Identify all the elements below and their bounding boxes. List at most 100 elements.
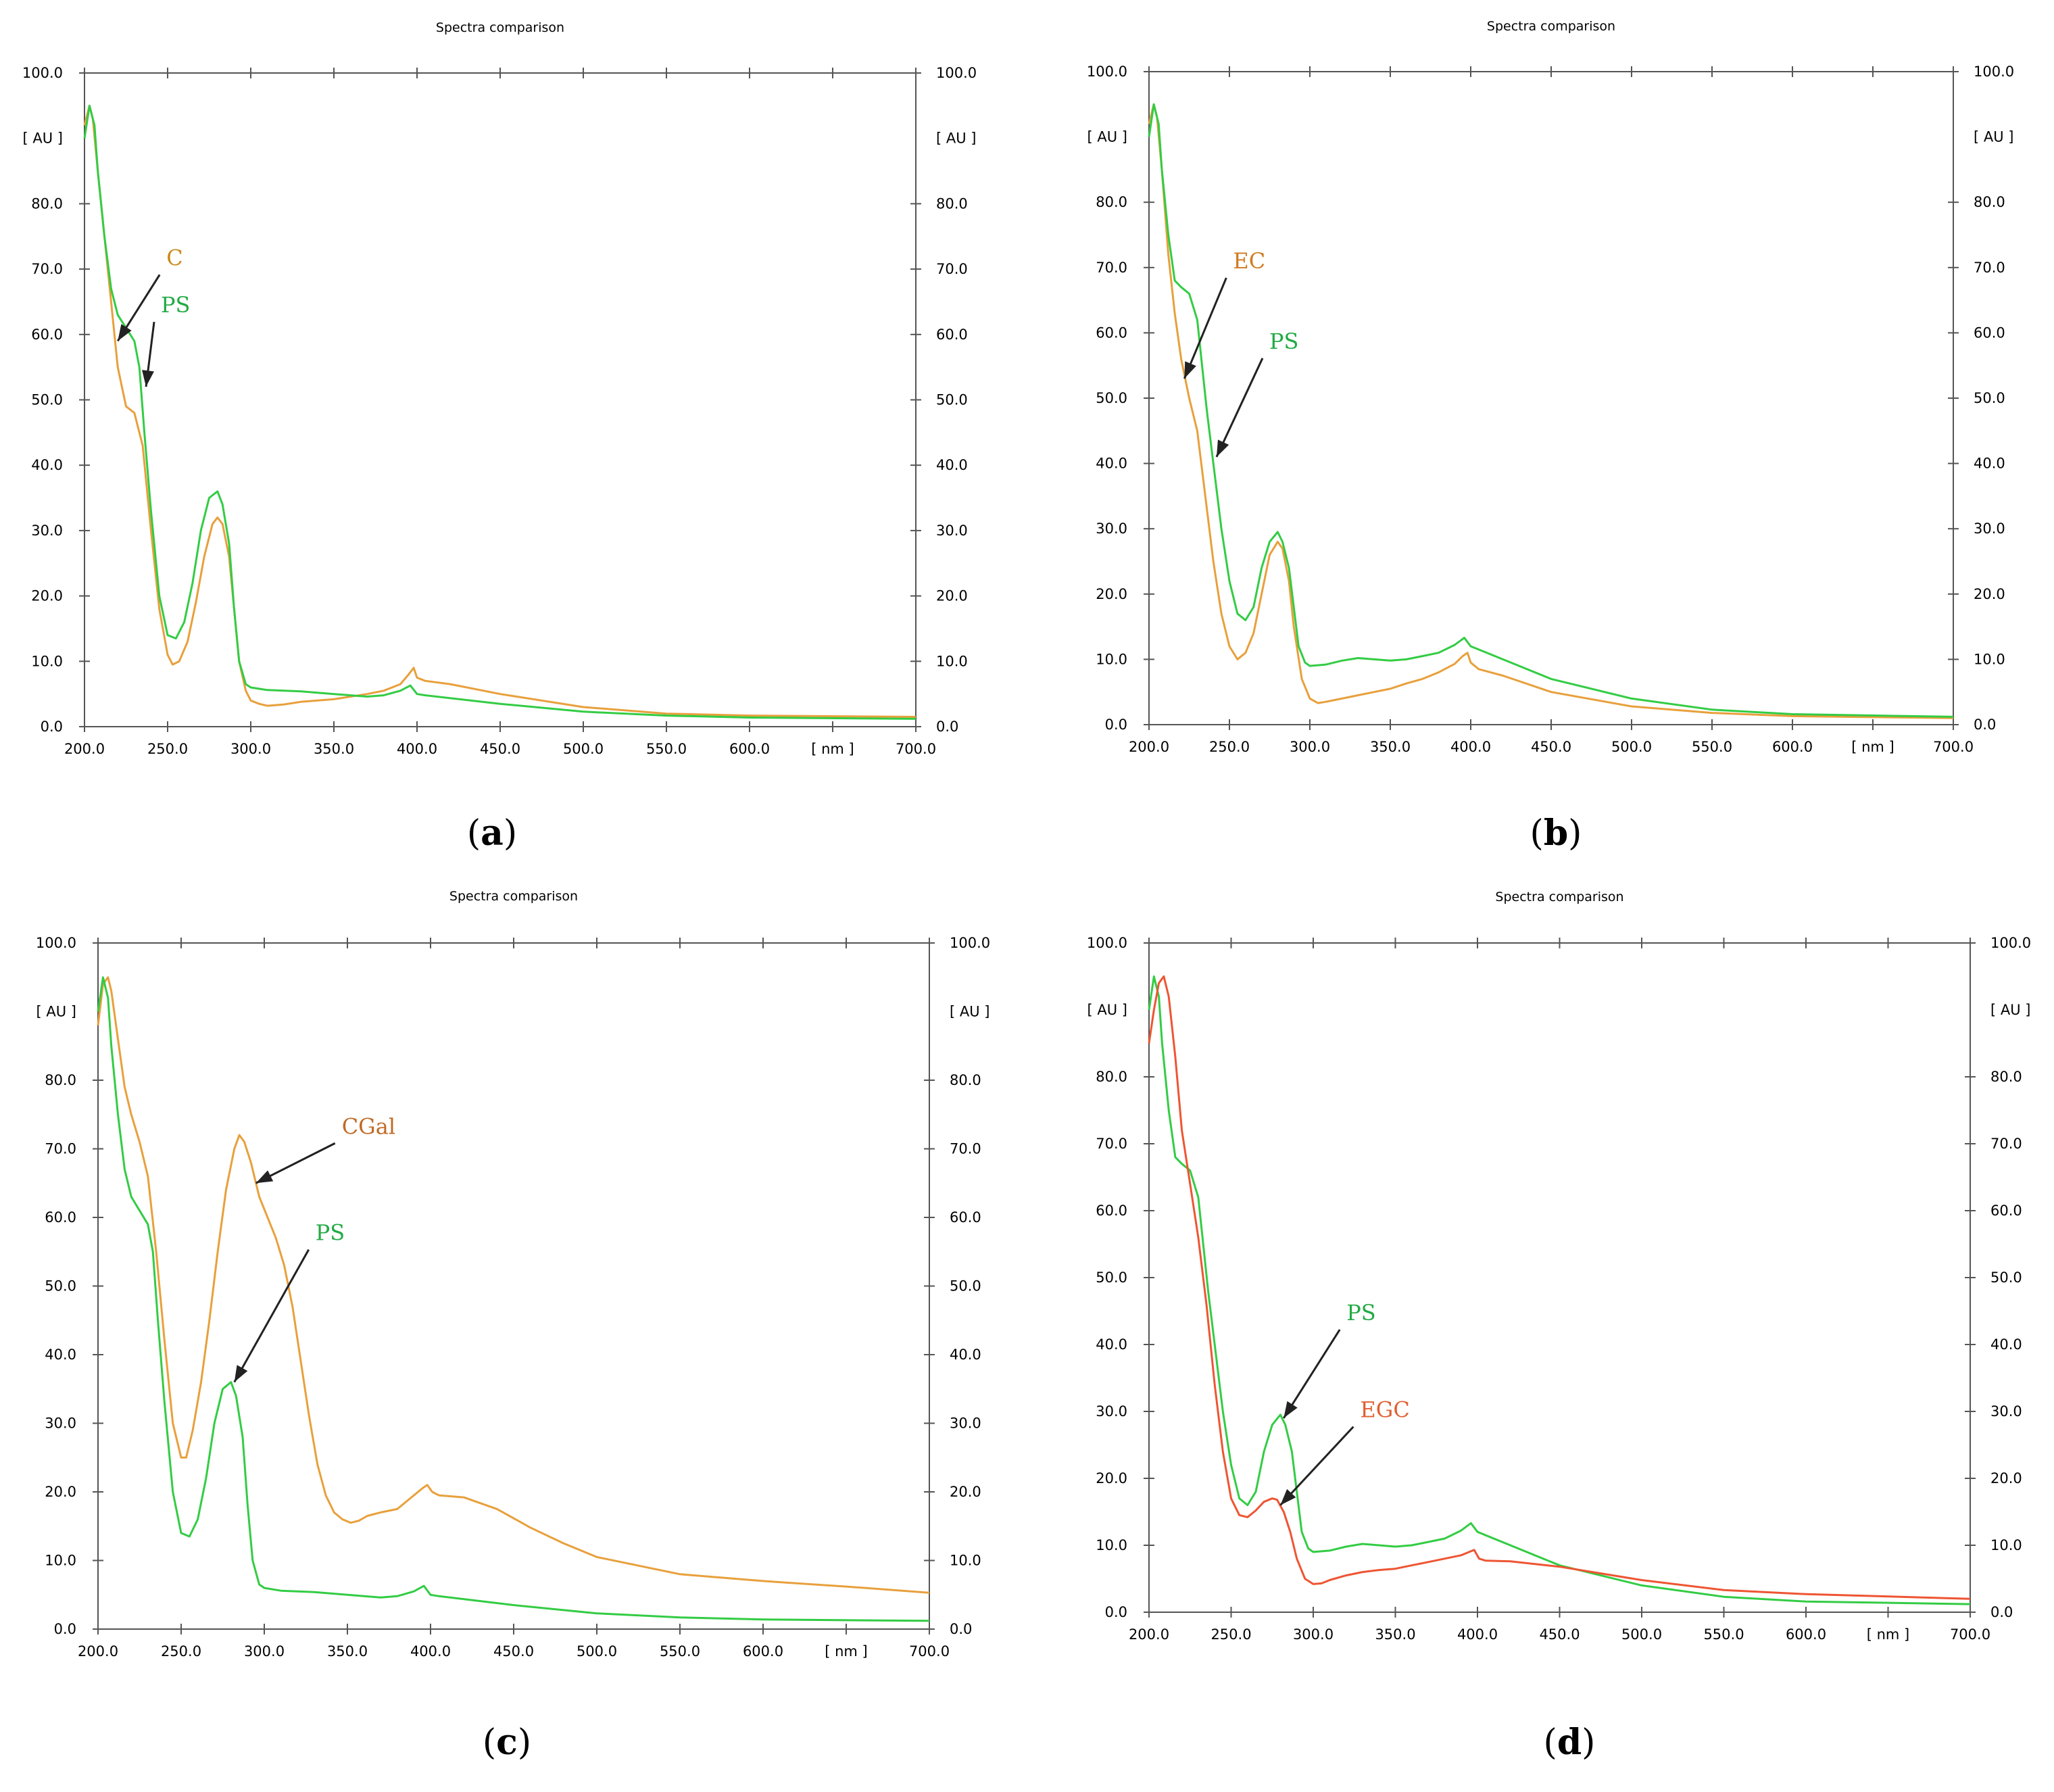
y-tick-label-right: 100.0	[950, 935, 990, 951]
y-tick-label-left: 70.0	[1096, 1136, 1127, 1152]
x-axis-unit: [ nm ]	[1867, 1626, 1910, 1643]
y-axis-unit-right: [ AU ]	[950, 1004, 989, 1020]
x-tick-label: 350.0	[1375, 1626, 1415, 1643]
y-tick-label-right: 10.0	[1974, 651, 2005, 667]
x-tick-label: 400.0	[397, 741, 437, 757]
series-line-cgal	[97, 976, 930, 1594]
y-tick-label-left: 50.0	[45, 1278, 76, 1294]
y-tick-label-right: 20.0	[950, 1484, 981, 1500]
arrow-head-cgal	[255, 1170, 274, 1184]
y-tick-label-right: 40.0	[1974, 456, 2005, 472]
y-tick-label-right: 10.0	[1990, 1537, 2022, 1553]
y-tick-label-left: 60.0	[1096, 324, 1127, 341]
y-tick-label-left: 20.0	[45, 1484, 76, 1500]
y-tick-label-right: 0.0	[950, 1621, 972, 1637]
panel-label: (a)	[467, 813, 517, 854]
y-tick-label-right: 0.0	[1974, 717, 1996, 733]
y-tick-label-left: 70.0	[1096, 260, 1127, 276]
x-tick-label: 600.0	[743, 1643, 783, 1660]
y-tick-label-left: 60.0	[1096, 1203, 1127, 1219]
x-tick-label: 600.0	[1786, 1626, 1826, 1643]
y-tick-label-left: 0.0	[54, 1621, 76, 1637]
y-tick-label-left: 100.0	[1087, 64, 1127, 80]
y-tick-label-left: 80.0	[1096, 1069, 1127, 1085]
y-tick-label-left: 0.0	[1105, 717, 1127, 733]
y-tick-label-right: 60.0	[936, 326, 968, 343]
y-tick-label-left: 0.0	[1105, 1604, 1127, 1620]
y-tick-label-right: 30.0	[1990, 1403, 2022, 1420]
x-tick-label: 450.0	[1539, 1626, 1580, 1643]
series-label-ps: PS	[316, 1220, 345, 1246]
annotation-arrow-ps	[1215, 358, 1264, 458]
y-tick-label-right: 20.0	[1974, 586, 2005, 602]
x-tick-label: 700.0	[896, 741, 936, 757]
series-label-ps: PS	[161, 292, 190, 318]
panel-label: (c)	[483, 1722, 531, 1763]
y-tick-label-left: 70.0	[45, 1141, 76, 1157]
arrow-head-egc	[1280, 1488, 1296, 1505]
y-tick-label-left: 30.0	[1096, 520, 1127, 537]
series-line-ps	[1148, 103, 1954, 718]
y-tick-label-right: 80.0	[1974, 194, 2005, 210]
x-tick-label: 700.0	[1950, 1626, 1990, 1643]
series-label-egc: EGC	[1360, 1397, 1409, 1423]
x-tick-label: 500.0	[577, 1643, 617, 1660]
x-tick-label: 200.0	[64, 741, 105, 757]
x-tick-label: 550.0	[660, 1643, 700, 1660]
y-axis-unit-right: [ AU ]	[936, 130, 976, 147]
x-tick-label: 200.0	[1129, 1626, 1169, 1643]
y-axis-unit-left: [ AU ]	[36, 1004, 76, 1020]
x-axis-unit: [ nm ]	[811, 741, 854, 757]
x-tick-label: 550.0	[1703, 1626, 1744, 1643]
y-tick-label-right: 0.0	[936, 719, 958, 735]
series-label-c: C	[166, 245, 182, 270]
y-tick-label-right: 70.0	[936, 261, 968, 277]
y-tick-label-right: 20.0	[1990, 1470, 2022, 1486]
series-line-ps	[97, 976, 930, 1622]
x-tick-label: 200.0	[1129, 739, 1169, 755]
series-label-cgal: CGal	[342, 1113, 395, 1139]
annotation-arrow-egc	[1279, 1426, 1354, 1506]
y-tick-label-left: 10.0	[31, 653, 63, 669]
y-tick-label-left: 40.0	[1096, 1336, 1127, 1353]
arrow-head-c	[118, 324, 132, 341]
y-tick-label-right: 70.0	[1974, 260, 2005, 276]
y-tick-label-left: 70.0	[31, 261, 63, 277]
y-tick-label-left: 40.0	[1096, 456, 1127, 472]
x-tick-label: 250.0	[1211, 1626, 1251, 1643]
y-tick-label-right: 50.0	[936, 392, 968, 408]
x-tick-label: 400.0	[410, 1643, 451, 1660]
y-tick-label-right: 60.0	[1974, 324, 2005, 341]
x-tick-label: 300.0	[244, 1643, 285, 1660]
x-tick-label: 500.0	[563, 741, 604, 757]
y-tick-label-left: 20.0	[1096, 1470, 1127, 1486]
panel-c: Spectra comparison 0.0 0.0 10.0 10.0 20.0 20.0…	[36, 889, 990, 1763]
x-tick-label: 700.0	[1933, 739, 1974, 755]
x-tick-label: 250.0	[1209, 739, 1250, 755]
y-axis-unit-right: [ AU ]	[1974, 129, 2013, 145]
y-axis-unit-left: [ AU ]	[1087, 1002, 1127, 1018]
y-axis-unit-right: [ AU ]	[1990, 1002, 2030, 1018]
y-tick-label-right: 60.0	[950, 1209, 981, 1226]
y-tick-label-right: 0.0	[1990, 1604, 2013, 1620]
y-tick-label-left: 80.0	[45, 1072, 76, 1088]
series-line-ec	[1148, 103, 1954, 719]
y-tick-label-left: 30.0	[1096, 1403, 1127, 1420]
panel-d: Spectra comparison 0.0 0.0 10.0 10.0 20.0 20.0…	[1087, 890, 2031, 1763]
x-axis-unit: [ nm ]	[825, 1643, 868, 1660]
y-tick-label-left: 100.0	[36, 935, 76, 951]
panel-label: (b)	[1530, 813, 1582, 854]
y-tick-label-left: 50.0	[1096, 390, 1127, 406]
series-line-c	[83, 104, 916, 718]
arrow-head-ps	[234, 1365, 248, 1382]
series-line-ps	[1148, 975, 1971, 1605]
y-tick-label-left: 30.0	[31, 523, 63, 539]
x-tick-label: 250.0	[161, 1643, 201, 1660]
y-axis-unit-left: [ AU ]	[23, 130, 63, 147]
x-tick-label: 600.0	[729, 741, 770, 757]
arrow-head-ec	[1184, 361, 1196, 379]
y-tick-label-left: 80.0	[31, 195, 63, 212]
y-tick-label-right: 30.0	[950, 1415, 981, 1432]
y-tick-label-left: 30.0	[45, 1415, 76, 1432]
y-tick-label-left: 100.0	[1087, 935, 1127, 951]
